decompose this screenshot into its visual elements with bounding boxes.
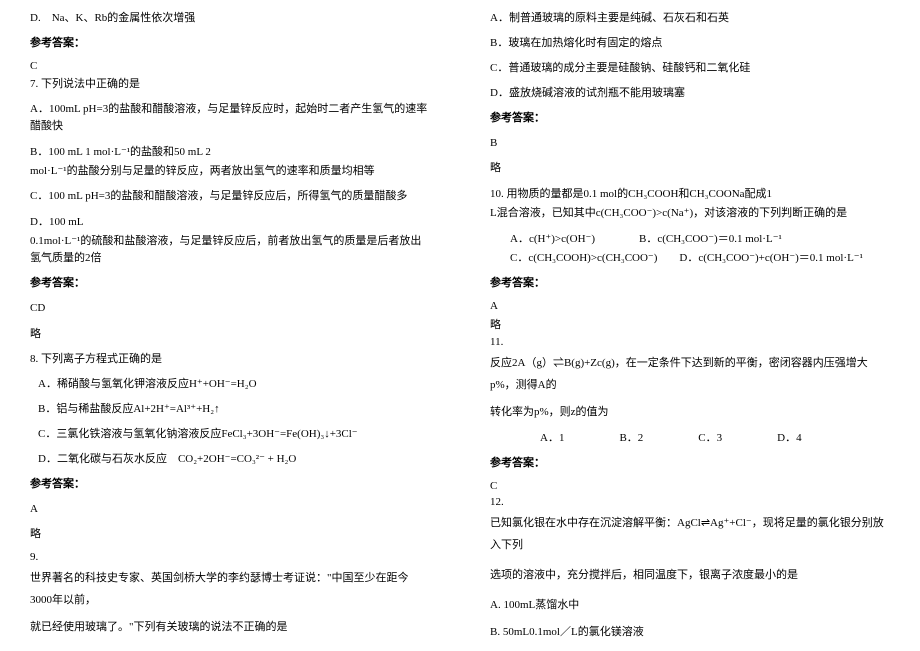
answer-header-2: 参考答案： (30, 275, 430, 292)
q6-opt-d: D. Na、K、Rb的金属性依次增强 (30, 10, 430, 27)
q12-opt-a: A. 100mL蒸馏水中 (490, 594, 890, 616)
q11-choice-b: B．2 (619, 430, 643, 447)
q7-opt-d-l2: 0.1mol·L⁻¹的硫酸和盐酸溶液，与足量锌反应后，前者放出氢气的质量是后者放… (30, 233, 430, 267)
q12-l2: 选项的溶液中，充分搅拌后，相同温度下，银离子浓度最小的是 (490, 564, 890, 586)
q10-l2: L混合溶液，已知其中c(CH₃COO⁻)>c(Na⁺)，对该溶液的下列判断正确的… (490, 205, 890, 222)
q8-opt-a: A．稀硝酸与氢氧化钾溶液反应H⁺+OH⁻=H₂O (38, 376, 430, 393)
q11-num: 11. (490, 336, 890, 348)
q11-l2: 转化率为p%，则z的值为 (490, 404, 890, 421)
q11-choices: A．1 B．2 C．3 D．4 (540, 430, 890, 447)
lue-r1: 略 (490, 160, 890, 177)
answer-header-r1: 参考答案： (490, 110, 890, 127)
q7-opt-a: A．100mL pH=3的盐酸和醋酸溶液，与足量锌反应时，起始时二者产生氢气的速… (30, 101, 430, 135)
left-column: D. Na、K、Rb的金属性依次增强 参考答案： C 7. 下列说法中正确的是 … (0, 0, 460, 651)
q7-opt-d-l1: D．100 mL (30, 213, 430, 229)
lue-3: 略 (30, 526, 430, 543)
q8-opt-c: C．三氯化铁溶液与氢氧化钠溶液反应FeCl₃+3OH⁻=Fe(OH)₃↓+3Cl… (38, 426, 430, 443)
q11-choice-c: C．3 (698, 430, 722, 447)
q7-opt-b-l2: mol·L⁻¹的盐酸分别与足量的锌反应，两者放出氢气的速率和质量均相等 (30, 163, 430, 180)
q9-l2: 就已经使用玻璃了。"下列有关玻璃的说法不正确的是 (30, 619, 430, 636)
q7-stem: 7. 下列说法中正确的是 (30, 76, 430, 93)
q10-opts-cd: C．c(CH₃COOH)>c(CH₃COO⁻) D．c(CH₃COO⁻)+c(O… (510, 250, 890, 267)
q12-num: 12. (490, 496, 890, 508)
answer-2: CD (30, 300, 430, 317)
answer-r1: B (490, 135, 890, 152)
q10-l1: 10. 用物质的量都是0.1 mol的CH₃COOH和CH₃COONa配成1 (490, 185, 890, 201)
q12-l1: 已知氯化银在水中存在沉淀溶解平衡：AgCl⇌Ag⁺+Cl⁻，现将足量的氯化银分别… (490, 512, 890, 556)
q9-opt-b: B．玻璃在加热熔化时有固定的熔点 (490, 35, 890, 52)
answer-header-r3: 参考答案： (490, 455, 890, 472)
q8-opt-d: D．二氧化碳与石灰水反应 CO₂+2OH⁻=CO₃²⁻ + H₂O (38, 451, 430, 468)
q9-opt-d: D．盛放烧碱溶液的试剂瓶不能用玻璃塞 (490, 85, 890, 102)
q9-opt-c: C．普通玻璃的成分主要是硅酸钠、硅酸钙和二氧化硅 (490, 60, 890, 77)
q9-num: 9. (30, 551, 430, 563)
q8-stem: 8. 下列离子方程式正确的是 (30, 351, 430, 368)
right-column: A．制普通玻璃的原料主要是纯碱、石灰石和石英 B．玻璃在加热熔化时有固定的熔点 … (460, 0, 920, 651)
answer-header-r2: 参考答案： (490, 275, 890, 292)
answer-1: C (30, 60, 430, 72)
q9-opt-a: A．制普通玻璃的原料主要是纯碱、石灰石和石英 (490, 10, 890, 27)
q11-l1: 反应2A（g）⇌B(g)+Zc(g)，在一定条件下达到新的平衡，密闭容器内压强增… (490, 352, 890, 396)
answer-header-3: 参考答案： (30, 476, 430, 493)
q12-opt-b: B. 50mL0.1mol／L的氯化镁溶液 (490, 624, 890, 641)
q11-choice-d: D．4 (777, 430, 801, 447)
q8-opt-b: B．铝与稀盐酸反应Al+2H⁺=Al³⁺+H₂↑ (38, 401, 430, 418)
q9-l1: 世界著名的科技史专家、英国剑桥大学的李约瑟博士考证说："中国至少在距今3000年… (30, 567, 430, 611)
lue-2: 略 (30, 326, 430, 343)
answer-r2: A (490, 300, 890, 312)
q11-choice-a: A．1 (540, 430, 564, 447)
lue-r2: 略 (490, 316, 890, 332)
answer-header-1: 参考答案： (30, 35, 430, 52)
q10-opts-ab: A．c(H⁺)>c(OH⁻) B．c(CH₃COO⁻)＝0.1 mol·L⁻¹ (510, 230, 890, 246)
q7-opt-b-l1: B．100 mL 1 mol·L⁻¹的盐酸和50 mL 2 (30, 143, 430, 159)
answer-3: A (30, 501, 430, 518)
q7-opt-c: C．100 mL pH=3的盐酸和醋酸溶液，与足量锌反应后，所得氢气的质量醋酸多 (30, 188, 430, 205)
answer-r3: C (490, 480, 890, 492)
